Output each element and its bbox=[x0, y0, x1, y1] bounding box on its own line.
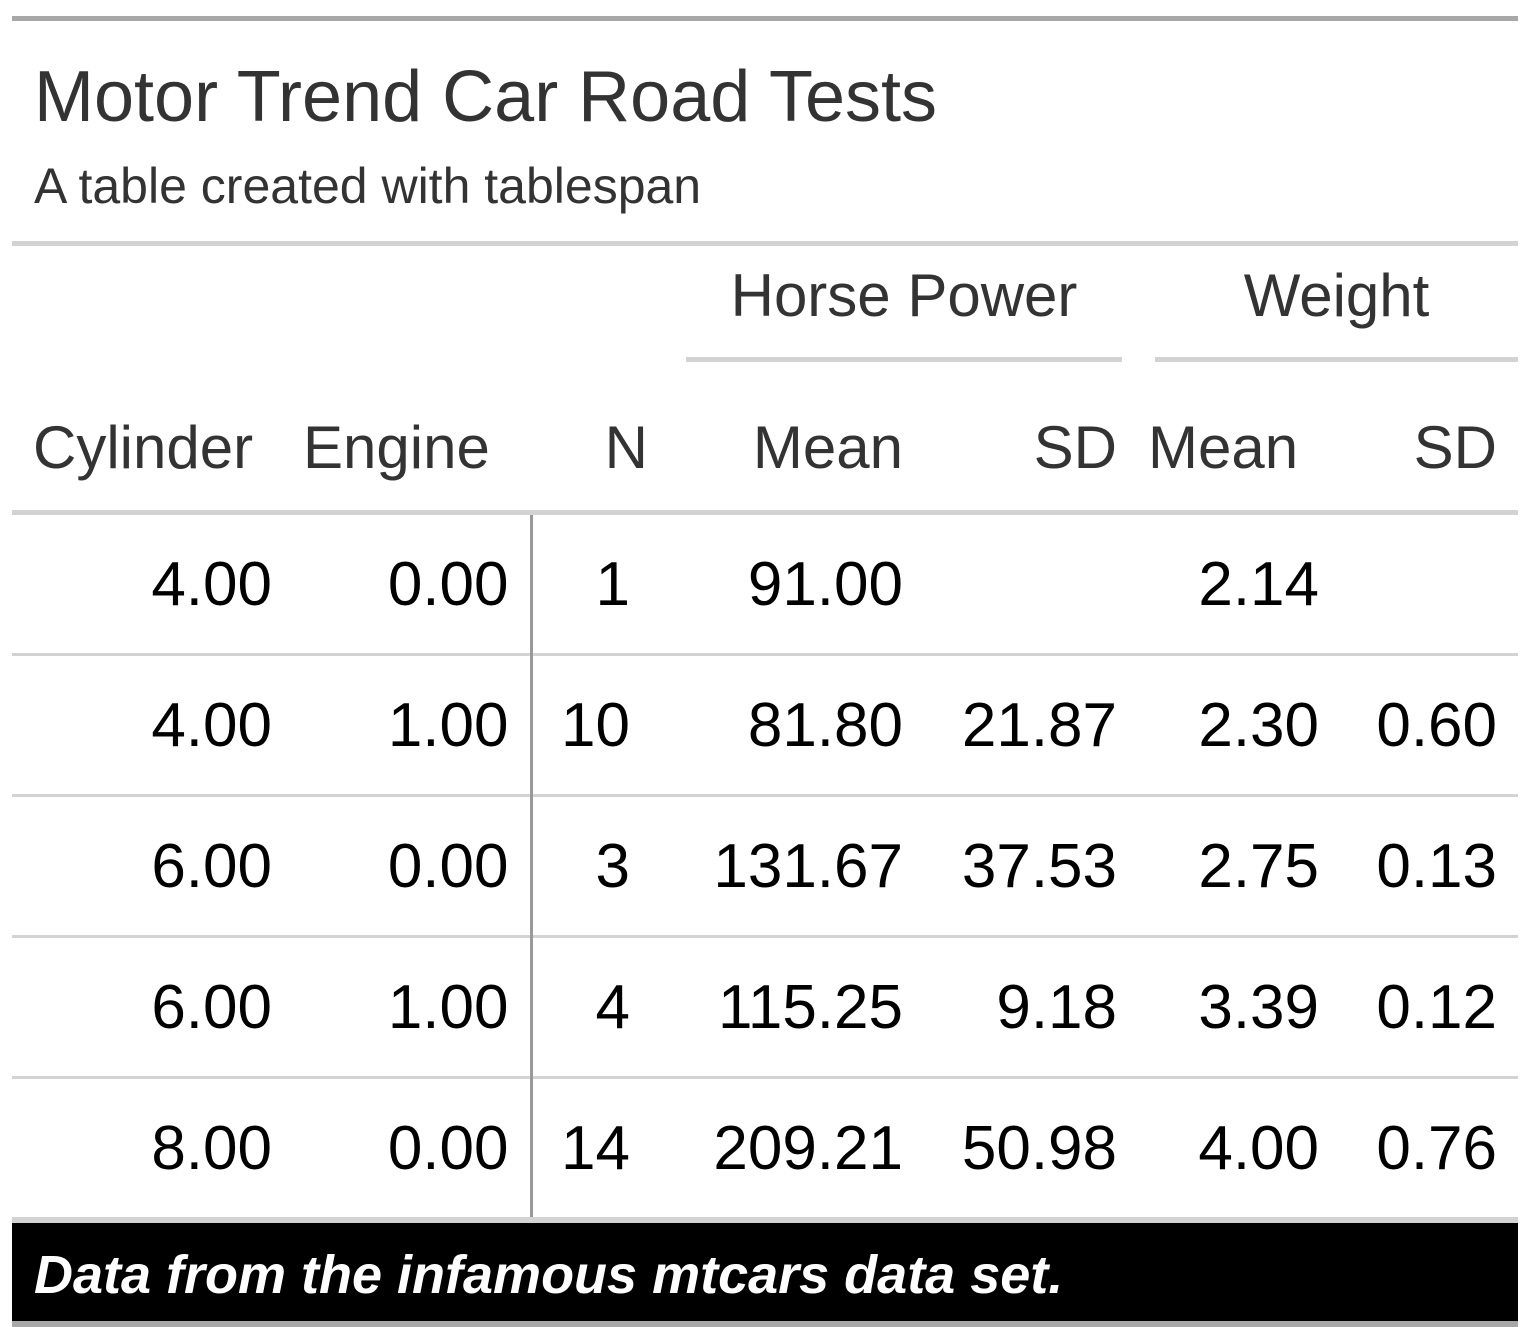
column-label-row: Cylinder Engine N Mean SD Mean SD bbox=[12, 362, 1519, 513]
table-subtitle: A table created with tablespan bbox=[34, 158, 702, 214]
spanner-row: Horse Power Weight bbox=[12, 246, 1519, 362]
cell-weight-sd: 0.12 bbox=[1340, 935, 1519, 1078]
table-row: 4.00 1.00 10 81.80 21.87 2.30 0.60 bbox=[12, 653, 1519, 796]
cell-hp-sd: 37.53 bbox=[924, 794, 1139, 937]
cell-n: 1 bbox=[529, 512, 652, 655]
spanner-underline bbox=[686, 357, 1123, 362]
cell-engine: 1.00 bbox=[293, 653, 531, 796]
cell-n: 4 bbox=[529, 935, 652, 1078]
cell-engine: 0.00 bbox=[293, 794, 531, 937]
cell-engine: 1.00 bbox=[293, 935, 531, 1078]
cell-hp-mean: 81.80 bbox=[652, 653, 924, 796]
table-row: 4.00 0.00 1 91.00 2.14 bbox=[12, 512, 1518, 655]
col-n: N bbox=[604, 414, 648, 481]
table-container: Motor Trend Car Road Tests A table creat… bbox=[12, 16, 1519, 1327]
cell-hp-mean: 209.21 bbox=[652, 1076, 924, 1217]
cell-hp-mean: 115.25 bbox=[652, 935, 924, 1078]
cell-n: 3 bbox=[529, 794, 652, 937]
table-row: 6.00 0.00 3 131.67 37.53 2.75 0.13 bbox=[12, 794, 1519, 937]
col-hp-mean: Mean bbox=[752, 414, 903, 481]
table-row: 6.00 1.00 4 115.25 9.18 3.39 0.12 bbox=[12, 935, 1519, 1078]
spanner-weight: Weight bbox=[1243, 262, 1430, 329]
cell-weight-mean: 2.75 bbox=[1138, 794, 1341, 937]
cell-cylinder: 4.00 bbox=[151, 549, 272, 619]
cell-hp-sd: 21.87 bbox=[924, 653, 1139, 796]
col-weight-mean: Mean bbox=[1148, 414, 1299, 481]
cell-hp-sd: 9.18 bbox=[924, 935, 1139, 1078]
footer-border bbox=[12, 1321, 1518, 1327]
cell-weight-sd: 0.60 bbox=[1340, 653, 1519, 796]
cell-weight-sd: 0.76 bbox=[1340, 1076, 1519, 1217]
col-hp-sd: SD bbox=[1033, 414, 1118, 481]
cell-cylinder: 8.00 bbox=[12, 1076, 293, 1217]
table-title: Motor Trend Car Road Tests bbox=[34, 57, 938, 137]
table-row: 8.00 0.00 14 209.21 50.98 4.00 0.76 bbox=[12, 1076, 1519, 1217]
cell-hp-mean: 131.67 bbox=[652, 794, 924, 937]
heading-border bbox=[12, 241, 1518, 246]
cell-engine: 0.00 bbox=[293, 1076, 531, 1217]
cell-weight-sd: 0.13 bbox=[1340, 794, 1519, 937]
cell-cylinder: 6.00 bbox=[12, 935, 293, 1078]
cell-hp-sd bbox=[924, 513, 1138, 655]
table-bottom-border bbox=[12, 1217, 1518, 1223]
cell-cylinder: 6.00 bbox=[12, 794, 293, 937]
cell-weight-mean: 2.14 bbox=[1198, 549, 1320, 619]
top-border bbox=[12, 16, 1518, 21]
col-cylinder: Cylinder bbox=[33, 414, 254, 481]
cell-weight-mean: 3.39 bbox=[1138, 935, 1341, 1078]
cell-n: 14 bbox=[529, 1076, 652, 1217]
spanner-horse-power: Horse Power bbox=[730, 262, 1078, 329]
col-engine: Engine bbox=[303, 414, 490, 481]
cell-engine: 0.00 bbox=[387, 549, 509, 619]
cell-weight-mean: 2.30 bbox=[1138, 653, 1341, 796]
cell-hp-sd: 50.98 bbox=[924, 1076, 1139, 1217]
col-weight-sd: SD bbox=[1413, 414, 1498, 481]
footnote: Data from the infamous mtcars data set. bbox=[12, 1223, 1518, 1321]
spanner-underline bbox=[1155, 357, 1519, 362]
cell-hp-mean: 91.00 bbox=[747, 549, 903, 619]
cell-cylinder: 4.00 bbox=[12, 653, 293, 796]
data-table: Horse Power Weight Cylinder Engine N Mea… bbox=[12, 246, 1519, 1217]
cell-weight-mean: 4.00 bbox=[1138, 1076, 1341, 1217]
cell-n: 10 bbox=[529, 653, 652, 796]
cell-weight-sd bbox=[1340, 513, 1518, 655]
